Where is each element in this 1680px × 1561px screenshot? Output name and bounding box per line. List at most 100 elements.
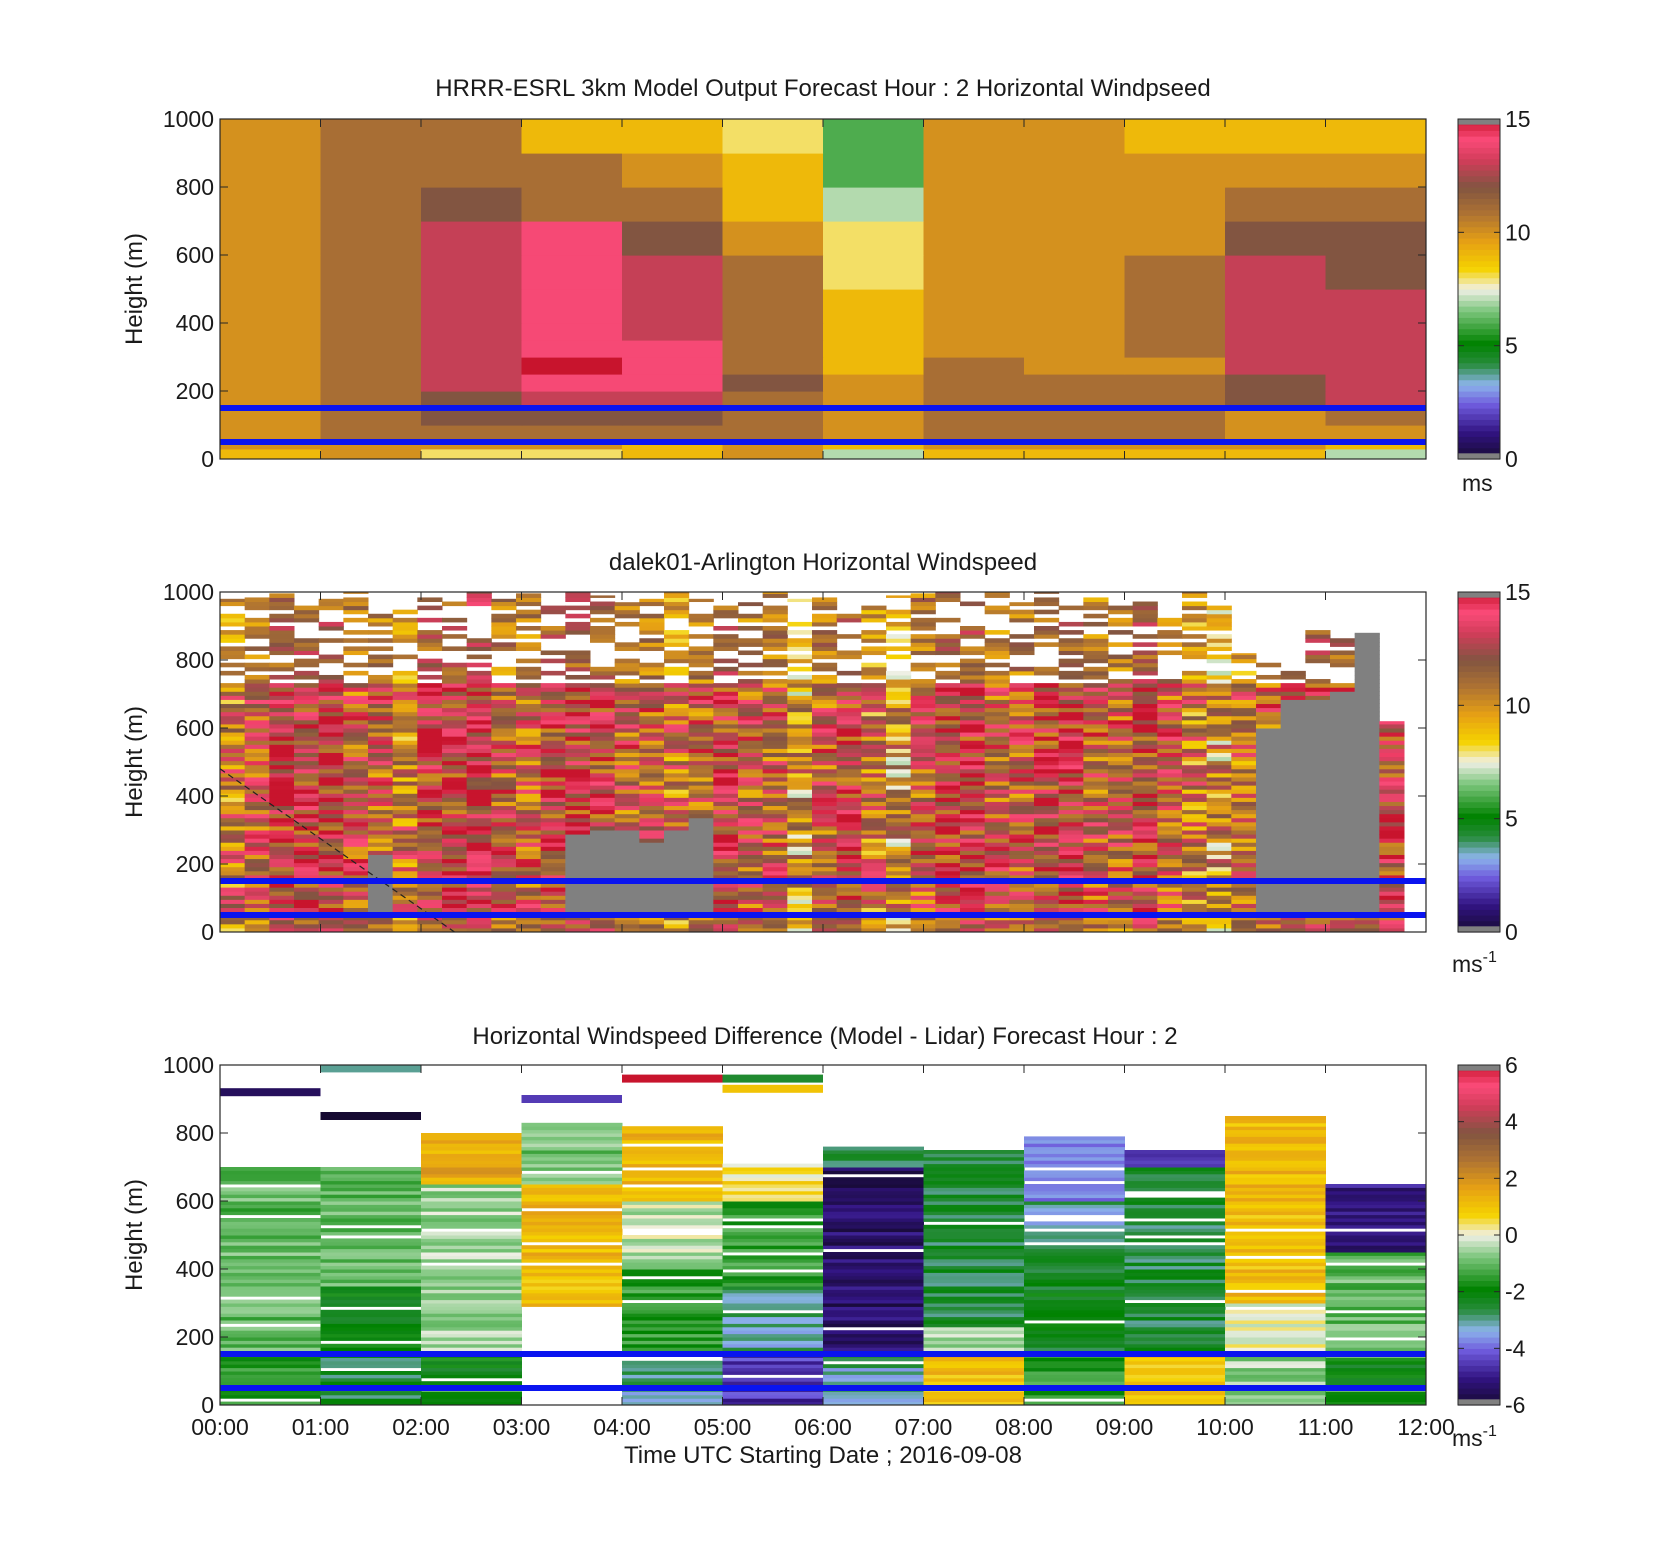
heatmap-cell: [622, 1252, 723, 1256]
profile-cell: [1354, 862, 1380, 868]
profile-cell: [639, 598, 665, 603]
heatmap-cell: [320, 1391, 422, 1396]
profile-cell: [1058, 883, 1084, 888]
profile-cell: [516, 756, 542, 762]
profile-cell: [1009, 711, 1035, 717]
profile-cell: [861, 919, 887, 925]
profile-cell: [787, 748, 813, 753]
profile-cell: [1256, 707, 1282, 713]
profile-cell: [1083, 830, 1109, 835]
heatmap-cell: [220, 1255, 321, 1260]
profile-cell: [269, 707, 295, 713]
profile-cell: [1280, 760, 1306, 766]
profile-cell: [1009, 650, 1035, 656]
heatmap-cell: [421, 1146, 522, 1151]
profile-cell: [1206, 752, 1232, 758]
profile-cell: [392, 654, 418, 660]
sparse-line: [320, 1065, 421, 1073]
profile-cell: [244, 634, 270, 639]
profile-cell: [762, 874, 788, 880]
profile-cell: [688, 919, 714, 925]
heatmap-cell: [421, 1211, 522, 1216]
heatmap-cell: [220, 374, 322, 392]
heatmap-cell: [622, 1265, 723, 1270]
profile-cell: [1157, 825, 1183, 831]
profile-cell: [294, 715, 320, 721]
profile-cell: [762, 732, 788, 737]
profile-cell: [861, 874, 887, 880]
profile-cell: [1182, 776, 1208, 782]
profile-cell: [664, 842, 690, 847]
y-tick-label: 0: [201, 446, 214, 472]
profile-cell: [294, 736, 320, 741]
profile-cell: [244, 683, 270, 688]
profile-cell: [960, 895, 986, 900]
profile-cell: [466, 797, 492, 802]
profile-cell: [442, 858, 468, 864]
profile-cell: [1330, 919, 1356, 925]
profile-cell: [1034, 862, 1060, 868]
profile-cell: [1083, 907, 1109, 913]
heatmap-cell: [1225, 1133, 1326, 1137]
heatmap-cell: [622, 1218, 723, 1222]
profile-cell: [269, 842, 295, 847]
profile-cell: [1305, 772, 1331, 778]
profile-cell: [1379, 801, 1405, 807]
profile-cell: [664, 756, 690, 762]
profile-cell: [565, 895, 591, 900]
heatmap-cell: [421, 1340, 522, 1345]
heatmap-cell: [1124, 1167, 1226, 1171]
profile-cell: [1354, 748, 1380, 753]
profile-cell: [1206, 850, 1232, 855]
profile-cell: [1280, 870, 1306, 876]
heatmap-cell: [1325, 1391, 1426, 1396]
profile-cell: [244, 654, 270, 660]
profile-cell: [1379, 830, 1405, 835]
heatmap-cell: [923, 1374, 1025, 1379]
profile-cell: [910, 695, 936, 700]
profile-cell: [935, 752, 961, 758]
heatmap-cell: [1024, 1374, 1125, 1379]
heatmap-cell: [622, 1150, 723, 1154]
profile-cell: [1231, 723, 1257, 729]
profile-cell: [491, 691, 517, 696]
profile-cell: [1083, 866, 1109, 872]
profile-cell: [318, 785, 344, 790]
profile-cell: [886, 846, 912, 851]
profile-cell: [886, 850, 912, 855]
profile-cell: [565, 592, 591, 594]
profile-cell: [787, 817, 813, 823]
profile-cell: [1330, 887, 1356, 892]
profile-cell: [540, 797, 566, 802]
profile-cell: [1083, 613, 1109, 619]
heatmap-cell: [220, 1275, 321, 1280]
y-tick-label: 600: [176, 715, 214, 741]
heatmap-cell: [823, 1238, 924, 1243]
profile-cell: [1034, 736, 1060, 741]
profile-cell: [1305, 703, 1331, 709]
heatmap-cell: [1325, 1241, 1426, 1246]
profile-cell: [787, 862, 813, 868]
profile-cell: [1009, 862, 1035, 868]
profile-cell: [738, 736, 764, 741]
profile-cell: [343, 662, 369, 668]
profile-cell: [664, 736, 690, 741]
profile-cell: [1231, 907, 1257, 913]
heatmap-cell: [220, 323, 322, 341]
heatmap-cell: [421, 1163, 522, 1168]
profile-cell: [343, 740, 369, 745]
profile-cell: [639, 715, 665, 721]
profile-cell: [935, 883, 961, 888]
colorbar-segment: [1458, 739, 1500, 746]
heatmap-cell: [320, 1177, 422, 1182]
profile-cell: [713, 613, 739, 619]
profile-cell: [910, 854, 936, 860]
profile-cell: [1330, 711, 1356, 717]
profile-cell: [590, 768, 616, 774]
profile-cell: [1058, 748, 1084, 753]
profile-cell: [639, 883, 665, 888]
profile-cell: [935, 895, 961, 900]
profile-cell: [984, 760, 1010, 766]
profile-cell: [960, 805, 986, 811]
profile-cell: [886, 883, 912, 888]
